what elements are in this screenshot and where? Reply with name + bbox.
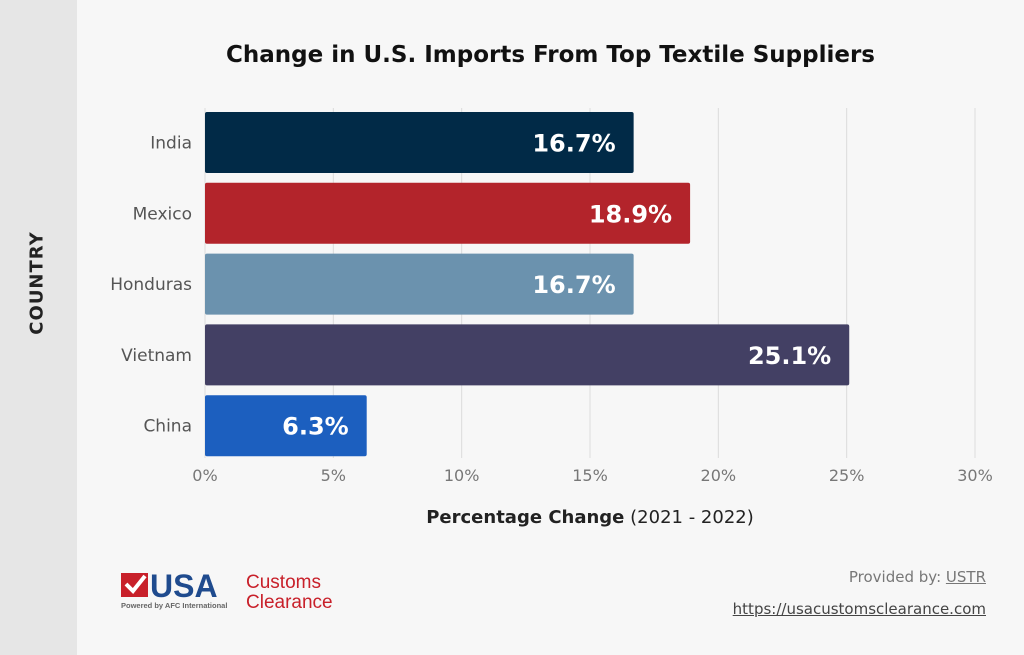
x-axis-label-main: Percentage Change [426, 507, 625, 528]
source-credit: Provided by: USTR [849, 568, 986, 586]
data-label: 18.9% [589, 200, 672, 228]
category-label: Honduras [110, 275, 192, 295]
chart-title: Change in U.S. Imports From Top Textile … [226, 42, 875, 68]
left-strip [0, 0, 77, 655]
x-tick-label: 10% [444, 466, 480, 485]
source-prefix: Provided by: [848, 568, 942, 586]
category-label: China [143, 417, 192, 437]
bar-honduras [205, 253, 634, 315]
logo-customs: Customs [246, 572, 321, 593]
x-tick-label: 15% [572, 466, 608, 485]
logo-clearance: Clearance [246, 592, 333, 611]
category-label: India [150, 134, 192, 154]
x-axis-label-range: (2021 - 2022) [630, 507, 754, 528]
x-tick-label: 25% [829, 466, 865, 485]
x-tick-label: 20% [701, 466, 737, 485]
website-link[interactable]: https://usacustomsclearance.com [732, 600, 986, 618]
logo-usa: USA [150, 571, 218, 604]
bar-mexico [205, 182, 691, 244]
bar-india [205, 112, 634, 173]
usa-customs-clearance-logo: USA Customs Clearance Powered by AFC Int… [121, 571, 333, 611]
data-label: 16.7% [532, 130, 615, 158]
bar-china [205, 395, 367, 457]
data-label: 6.3% [282, 413, 349, 441]
category-label: Mexico [133, 204, 192, 224]
x-axis-label: Percentage Change (2021 - 2022) [205, 507, 975, 528]
data-label: 16.7% [532, 271, 615, 299]
x-tick-label: 30% [957, 466, 993, 485]
bar-vietnam [205, 324, 850, 386]
source-link[interactable]: USTR [945, 568, 986, 586]
logo-tagline: Powered by AFC International [121, 601, 227, 610]
category-label: Vietnam [121, 346, 192, 366]
data-label: 25.1% [748, 342, 831, 370]
x-tick-label: 0% [192, 466, 217, 485]
x-tick-label: 5% [321, 466, 346, 485]
